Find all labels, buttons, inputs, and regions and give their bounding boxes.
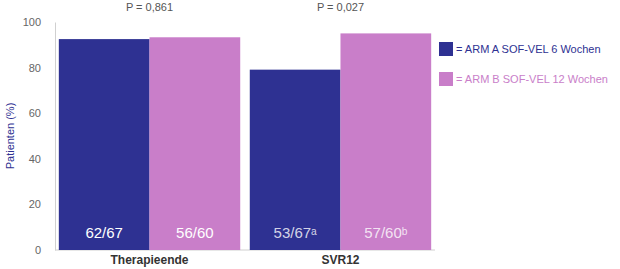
y-tick: 60	[29, 107, 55, 119]
bar	[150, 37, 241, 250]
y-tick: 80	[29, 62, 55, 74]
x-tick-label: Therapieende	[111, 253, 189, 267]
y-tick: 0	[35, 244, 55, 256]
data-labels: 62/67 53/67ᵃ 56/60 57/60ᵇ	[85, 224, 407, 241]
data-label: 57/60ᵇ	[364, 224, 408, 241]
y-tick-label: 60	[29, 107, 41, 119]
x-tick: SVR12	[321, 250, 359, 267]
data-label: 53/67ᵃ	[274, 224, 318, 241]
y-tick: 20	[29, 198, 55, 210]
legend: = ARM A SOF-VEL 6 Wochen = ARM B SOF-VEL …	[439, 42, 608, 86]
legend-label: = ARM A SOF-VEL 6 Wochen	[456, 43, 601, 55]
legend-label: = ARM B SOF-VEL 12 Wochen	[456, 73, 608, 85]
x-axis: Therapieende SVR12	[56, 250, 436, 267]
annotation: P = 0,027	[317, 1, 364, 13]
bars	[59, 33, 431, 250]
annotation: P = 0,861	[126, 1, 173, 13]
y-tick-label: 100	[23, 16, 41, 28]
bar	[59, 39, 150, 250]
y-tick-label: 0	[35, 244, 41, 256]
x-tick-label: SVR12	[321, 253, 359, 267]
y-tick-label: 40	[29, 153, 41, 165]
y-tick-label: 80	[29, 62, 41, 74]
y-axis-title: Patienten (%)	[4, 103, 16, 170]
y-tick: 40	[29, 153, 55, 165]
chart: 0 20 40 60 80 100 Therapieende SVR12 Patienten (…	[0, 0, 620, 269]
legend-swatch	[439, 42, 453, 56]
y-axis-line	[55, 23, 56, 251]
bar	[250, 70, 341, 250]
x-tick: Therapieende	[111, 250, 189, 267]
data-label: 62/67	[85, 224, 123, 241]
y-axis: 0 20 40 60 80 100	[23, 16, 56, 256]
bar	[340, 33, 431, 250]
legend-swatch	[439, 72, 453, 86]
data-label: 56/60	[176, 224, 214, 241]
x-axis-line	[56, 250, 436, 251]
y-tick-label: 20	[29, 198, 41, 210]
y-tick: 100	[23, 16, 55, 28]
